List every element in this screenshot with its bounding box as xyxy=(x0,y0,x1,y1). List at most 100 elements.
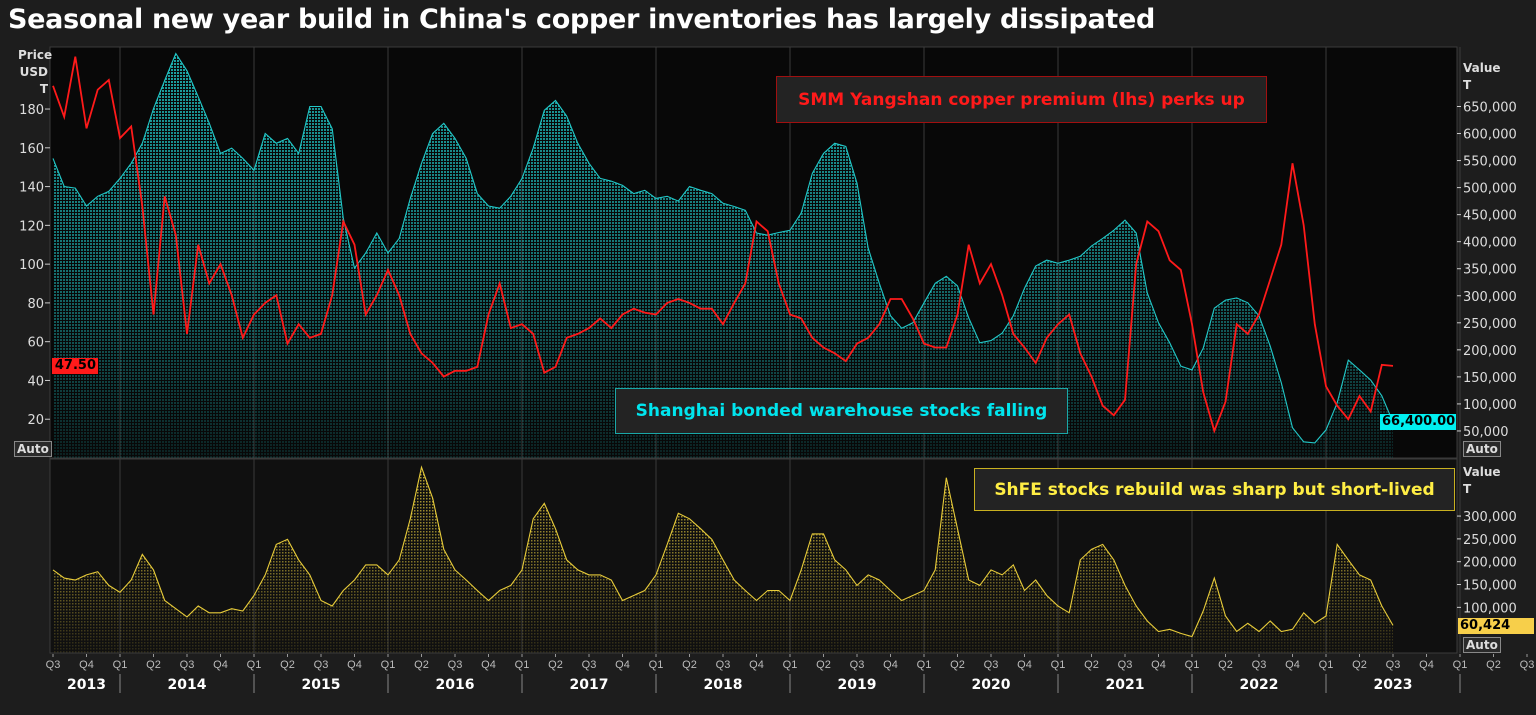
right-axis-tick-label: 150,000 xyxy=(1463,371,1517,386)
right-axis-auto-button-bottom[interactable]: Auto xyxy=(1463,637,1501,653)
quarter-label: Q3 xyxy=(582,659,597,671)
bonded-stocks-area xyxy=(53,53,1393,458)
right-axis-tick-label: 300,000 xyxy=(1463,290,1517,305)
quarter-label: Q2 xyxy=(1352,659,1367,671)
right-axis-tick-label: 450,000 xyxy=(1463,209,1517,224)
right-axis-tick-label: 400,000 xyxy=(1463,236,1517,251)
shfe-stocks-line xyxy=(52,465,1394,638)
right-axis-label-value: Value xyxy=(1463,465,1501,479)
left-axis-tick-label: 20 xyxy=(27,413,44,428)
quarter-label: Q4 xyxy=(883,659,898,671)
copper-premium-line xyxy=(52,56,1394,434)
left-axis-tick-label: 140 xyxy=(19,181,44,196)
quarter-label: Q1 xyxy=(1319,659,1334,671)
chart-title: Seasonal new year build in China's coppe… xyxy=(8,4,1156,35)
quarter-label: Q2 xyxy=(1084,659,1099,671)
year-label: 2019 xyxy=(838,677,877,693)
quarter-label: Q1 xyxy=(1453,659,1468,671)
quarter-label: Q3 xyxy=(1118,659,1133,671)
year-label: 2023 xyxy=(1374,677,1413,693)
left-axis-tick-label: 120 xyxy=(19,219,44,234)
left-axis-tick-label: 60 xyxy=(27,336,44,351)
right-axis-tick-label: 250,000 xyxy=(1463,533,1517,548)
quarter-label: Q3 xyxy=(1386,659,1401,671)
year-label: 2018 xyxy=(704,677,743,693)
year-label: 2022 xyxy=(1240,677,1279,693)
left-axis-tick-label: 100 xyxy=(19,258,44,273)
quarter-label: Q1 xyxy=(783,659,798,671)
year-label: 2021 xyxy=(1106,677,1145,693)
quarter-label: Q2 xyxy=(1486,659,1501,671)
quarter-label: Q1 xyxy=(381,659,396,671)
quarter-label: Q3 xyxy=(984,659,999,671)
right-axis-tick-label: 550,000 xyxy=(1463,155,1517,170)
quarter-label: Q1 xyxy=(1051,659,1066,671)
right-axis-label-value: Value xyxy=(1463,61,1501,75)
right-axis-label-unit: T xyxy=(1463,482,1472,496)
quarter-label: Q3 xyxy=(448,659,463,671)
quarter-label: Q3 xyxy=(850,659,865,671)
left-axis-tick-label: 80 xyxy=(27,297,44,312)
shfe-annotation: ShFE stocks rebuild was sharp but short-… xyxy=(974,468,1455,511)
year-label: 2015 xyxy=(302,677,341,693)
quarter-label: Q2 xyxy=(682,659,697,671)
left-axis-label-usd: USD xyxy=(19,65,48,79)
quarter-label: Q4 xyxy=(1285,659,1300,671)
quarter-label: Q3 xyxy=(716,659,731,671)
right-axis-label-bottom: Value T xyxy=(1463,464,1501,498)
quarter-label: Q1 xyxy=(917,659,932,671)
quarter-label: Q2 xyxy=(950,659,965,671)
left-axis-tick-label: 160 xyxy=(19,142,44,157)
quarter-label: Q2 xyxy=(548,659,563,671)
quarter-label: Q1 xyxy=(113,659,128,671)
year-label: 2017 xyxy=(570,677,609,693)
left-axis-tick-label: 180 xyxy=(19,103,44,118)
right-axis-tick-label: 600,000 xyxy=(1463,128,1517,143)
left-axis-label: Price USD T xyxy=(18,47,53,98)
right-axis-label-top: Value T xyxy=(1463,60,1501,94)
right-axis-tick-label: 250,000 xyxy=(1463,317,1517,332)
quarter-label: Q4 xyxy=(347,659,362,671)
left-axis-auto-button[interactable]: Auto xyxy=(14,441,52,457)
right-axis-tick-label: 100,000 xyxy=(1463,398,1517,413)
quarter-label: Q2 xyxy=(280,659,295,671)
right-axis-label-unit: T xyxy=(1463,78,1472,92)
right-axis-tick-label: 350,000 xyxy=(1463,263,1517,278)
quarter-label: Q1 xyxy=(247,659,262,671)
quarter-label: Q4 xyxy=(481,659,496,671)
quarter-label: Q4 xyxy=(79,659,94,671)
quarter-label: Q3 xyxy=(314,659,329,671)
year-label: 2020 xyxy=(972,677,1011,693)
bonded-stocks-line xyxy=(52,52,1394,444)
right-axis-tick-label: 200,000 xyxy=(1463,344,1517,359)
left-axis-label-unit: T xyxy=(39,82,48,96)
quarter-label: Q4 xyxy=(1017,659,1032,671)
year-label: 2016 xyxy=(436,677,475,693)
quarter-label: Q1 xyxy=(1185,659,1200,671)
quarter-label: Q3 xyxy=(180,659,195,671)
premium-last-value-tag: 47.50 xyxy=(52,358,98,374)
bonded-stocks-annotation: Shanghai bonded warehouse stocks falling xyxy=(615,388,1068,434)
quarter-label: Q4 xyxy=(749,659,764,671)
quarter-label: Q2 xyxy=(414,659,429,671)
right-axis-tick-label: 500,000 xyxy=(1463,182,1517,197)
quarter-label: Q4 xyxy=(1151,659,1166,671)
quarter-label: Q4 xyxy=(615,659,630,671)
right-axis-tick-label: 100,000 xyxy=(1463,601,1517,616)
right-axis-tick-label: 150,000 xyxy=(1463,579,1517,594)
year-label: 2014 xyxy=(168,677,207,693)
quarter-label: Q3 xyxy=(46,659,61,671)
left-axis-label-price: Price xyxy=(18,48,53,62)
quarter-label: Q1 xyxy=(649,659,664,671)
quarter-label: Q2 xyxy=(146,659,161,671)
right-axis-auto-button-top[interactable]: Auto xyxy=(1463,441,1501,457)
quarter-label: Q3 xyxy=(1252,659,1267,671)
quarter-label: Q4 xyxy=(213,659,228,671)
shfe-last-value-tag: 60,424 xyxy=(1458,618,1534,634)
right-axis-tick-label: 650,000 xyxy=(1463,100,1517,115)
quarter-label: Q4 xyxy=(1419,659,1434,671)
right-axis-tick-label: 50,000 xyxy=(1463,425,1509,440)
quarter-label: Q3 xyxy=(1520,659,1535,671)
year-label: 2013 xyxy=(67,677,106,693)
